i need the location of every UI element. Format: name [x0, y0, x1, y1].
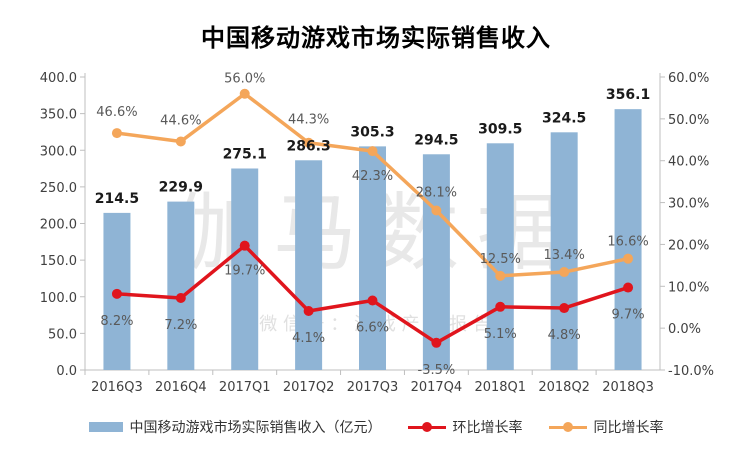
y-right-tick-label: 20.0%: [668, 238, 709, 253]
point-yoy: [239, 88, 250, 99]
bar-value-label: 309.5: [478, 121, 522, 137]
point-qoq: [495, 301, 506, 312]
y-left-tick-label: 250.0: [40, 181, 77, 196]
yoy-value-label: 44.3%: [288, 113, 329, 128]
chart-title: 中国移动游戏市场实际销售收入: [201, 24, 551, 52]
yoy-value-label: 16.6%: [607, 235, 648, 250]
bar: [231, 168, 259, 370]
bar-value-label: 324.5: [542, 110, 586, 126]
point-yoy: [111, 128, 122, 139]
x-tick-label: 2017Q1: [219, 380, 271, 395]
point-qoq: [367, 295, 378, 306]
y-right-tick-label: 60.0%: [668, 71, 709, 86]
legend-label-revenue: 中国移动游戏市场实际销售收入（亿元）: [129, 420, 382, 436]
bar-value-label: 214.5: [95, 191, 139, 207]
y-right-tick-label: 0.0%: [668, 322, 701, 337]
x-tick-label: 2018Q3: [602, 380, 654, 395]
point-qoq: [111, 288, 122, 299]
y-left-tick-label: 350.0: [40, 108, 77, 123]
bar-value-label: 275.1: [223, 146, 267, 162]
y-right-tick-label: 10.0%: [668, 280, 709, 295]
y-right-tick-label: -10.0%: [668, 364, 714, 379]
y-left-tick-label: 200.0: [40, 218, 77, 233]
point-qoq: [303, 305, 314, 316]
yoy-value-label: 28.1%: [416, 186, 457, 201]
legend-item-yoy: 同比增长率: [548, 417, 664, 437]
legend-swatch-revenue: [88, 422, 123, 432]
point-qoq: [623, 282, 634, 293]
bar-value-label: 294.5: [414, 132, 458, 148]
x-tick-label: 2017Q3: [347, 380, 399, 395]
legend-label-qoq: 环比增长率: [452, 420, 523, 436]
bar: [359, 146, 386, 370]
point-qoq: [559, 303, 570, 314]
yoy-value-label: 13.4%: [544, 248, 585, 263]
chart-legend: 中国移动游戏市场实际销售收入（亿元） 环比增长率 同比增长率: [0, 415, 752, 439]
bar-value-label: 286.3: [286, 138, 330, 154]
y-left-tick-label: 300.0: [40, 144, 77, 159]
x-tick-label: 2017Q4: [411, 380, 463, 395]
bar: [614, 109, 642, 371]
y-right-tick-label: 50.0%: [668, 113, 709, 128]
point-yoy: [559, 267, 570, 278]
yoy-value-label: 56.0%: [224, 72, 265, 87]
y-right-tick-label: 30.0%: [668, 197, 709, 212]
qoq-value-label: 7.2%: [164, 318, 197, 333]
qoq-value-label: 9.7%: [612, 308, 645, 323]
x-tick-label: 2016Q4: [155, 380, 207, 395]
yoy-value-label: 44.6%: [160, 113, 201, 128]
legend-item-revenue: 中国移动游戏市场实际销售收入（亿元）: [88, 417, 382, 437]
legend-swatch-yoy: [548, 421, 587, 433]
point-yoy: [623, 253, 634, 264]
bar: [167, 201, 195, 370]
qoq-value-label: 19.7%: [224, 264, 265, 279]
qoq-value-label: 4.8%: [548, 328, 581, 343]
yoy-value-label: 42.3%: [352, 169, 393, 184]
legend-label-yoy: 同比增长率: [593, 420, 664, 436]
qoq-value-label: 8.2%: [100, 314, 133, 329]
yoy-value-label: 46.6%: [96, 105, 137, 120]
point-qoq: [239, 240, 250, 251]
bar: [422, 154, 450, 370]
point-qoq: [431, 337, 442, 348]
x-tick-label: 2016Q3: [91, 380, 143, 395]
bar-value-label: 356.1: [606, 87, 650, 103]
qoq-value-label: 6.6%: [356, 321, 389, 336]
qoq-value-label: 5.1%: [484, 327, 517, 342]
chart-plot: 伽马数据微 信 号 ： 游 戏 产 业 报 告0.050.0100.0150.0…: [40, 71, 714, 395]
y-left-tick-label: 100.0: [40, 291, 77, 306]
x-tick-label: 2018Q2: [538, 380, 590, 395]
point-yoy: [367, 146, 378, 157]
bar-value-label: 305.3: [350, 124, 394, 140]
legend-item-qoq: 环比增长率: [407, 417, 523, 437]
bar: [486, 143, 514, 370]
bar: [550, 132, 578, 370]
qoq-value-label: -3.5%: [418, 363, 456, 378]
point-qoq: [175, 293, 186, 304]
point-yoy: [431, 205, 442, 216]
y-left-tick-label: 150.0: [40, 254, 77, 269]
point-yoy: [175, 136, 186, 147]
x-tick-label: 2018Q1: [474, 380, 526, 395]
point-yoy: [495, 270, 506, 281]
bar-value-label: 229.9: [159, 180, 203, 196]
y-left-tick-label: 50.0: [48, 327, 77, 342]
yoy-value-label: 12.5%: [480, 252, 521, 267]
y-right-tick-label: 40.0%: [668, 155, 709, 170]
point-yoy: [303, 137, 314, 148]
qoq-value-label: 4.1%: [292, 331, 325, 346]
bar: [295, 160, 323, 370]
x-tick-label: 2017Q2: [283, 380, 335, 395]
y-left-tick-label: 400.0: [40, 71, 77, 86]
legend-swatch-qoq: [407, 421, 446, 433]
y-left-tick-label: 0.0: [56, 364, 77, 379]
